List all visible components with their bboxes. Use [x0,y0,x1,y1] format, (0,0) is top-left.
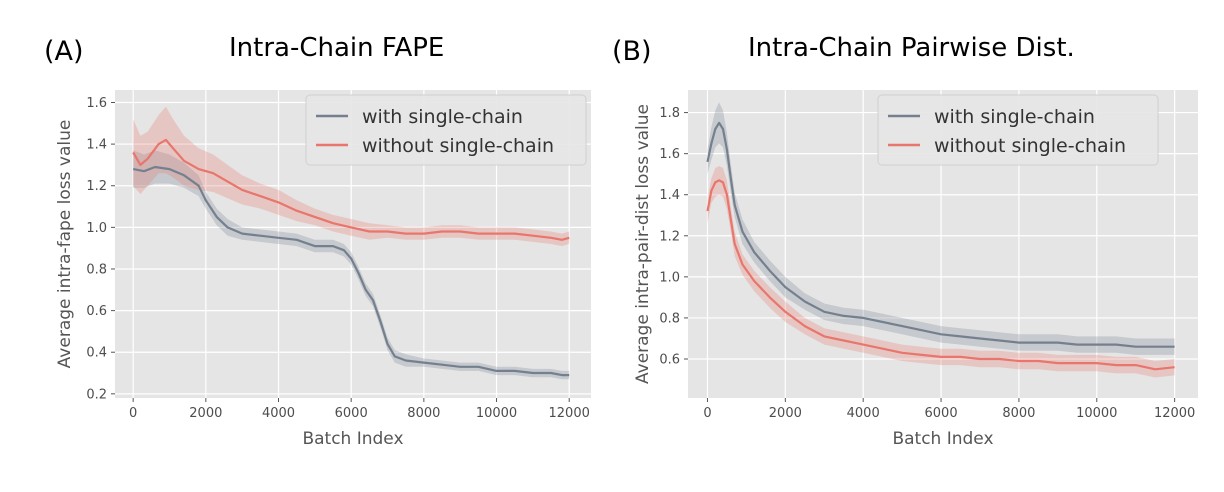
legend-entry: without single-chain [934,135,1126,157]
x-tick-label: 8000 [1002,406,1035,421]
y-tick-label: 0.8 [86,262,107,277]
legend-box [305,94,587,166]
y-tick-label: 1.2 [659,229,680,244]
panel-letter-a: (A) [44,36,84,67]
y-tick-label: 0.2 [86,387,107,402]
panel-letter-b: (B) [612,36,652,67]
x-axis-label: Batch Index [892,429,993,449]
legend-entry: without single-chain [362,135,554,157]
x-tick-label: 2000 [769,406,802,421]
series-line [132,165,570,377]
y-tick-label: 1.2 [86,179,107,194]
x-tick-label: 10000 [476,406,517,421]
x-tick-label: 12000 [549,406,590,421]
y-tick-label: 1.8 [659,106,680,121]
x-tick-label: 0 [129,406,137,421]
x-tick-label: 6000 [925,406,958,421]
y-tick-label: 0.8 [659,311,680,326]
series-line [132,138,570,241]
x-tick-label: 4000 [262,406,295,421]
y-tick-label: 1.0 [659,270,680,285]
x-tick-label: 6000 [335,406,368,421]
y-tick-label: 1.0 [86,221,107,236]
x-axis-label: Batch Index [302,429,403,449]
legend-entry: with single-chain [362,106,523,128]
y-axis-label: Average intra-pair-dist loss value [633,104,653,384]
legend-box [877,94,1159,166]
x-tick-label: 0 [703,406,711,421]
y-tick-label: 0.4 [86,346,107,361]
x-tick-label: 8000 [407,406,440,421]
x-tick-label: 10000 [1076,406,1117,421]
series-line [706,179,1175,371]
y-tick-label: 1.4 [86,138,107,153]
x-tick-label: 12000 [1154,406,1195,421]
chart-a: 0 2000 4000 6000 8000 10000 12000 0.2 0.4 0.6 0.8 1… [55,90,591,449]
x-tick-label: 2000 [189,406,222,421]
chart-title-a: Intra-Chain FAPE [229,33,445,63]
y-axis-label: Average intra-fape loss value [55,120,75,369]
x-tick-label: 4000 [847,406,880,421]
y-tick-label: 0.6 [659,352,680,367]
y-tick-label: 1.6 [86,96,107,111]
y-tick-label: 0.6 [86,304,107,319]
legend-entry: with single-chain [934,106,1095,128]
y-tick-label: 1.4 [659,188,680,203]
chart-b: 0 2000 4000 6000 8000 10000 12000 0.6 0.8 1.0 1.2 1… [633,90,1198,449]
series-line [706,121,1175,348]
chart-title-b: Intra-Chain Pairwise Dist. [748,33,1075,63]
y-tick-label: 1.6 [659,147,680,162]
